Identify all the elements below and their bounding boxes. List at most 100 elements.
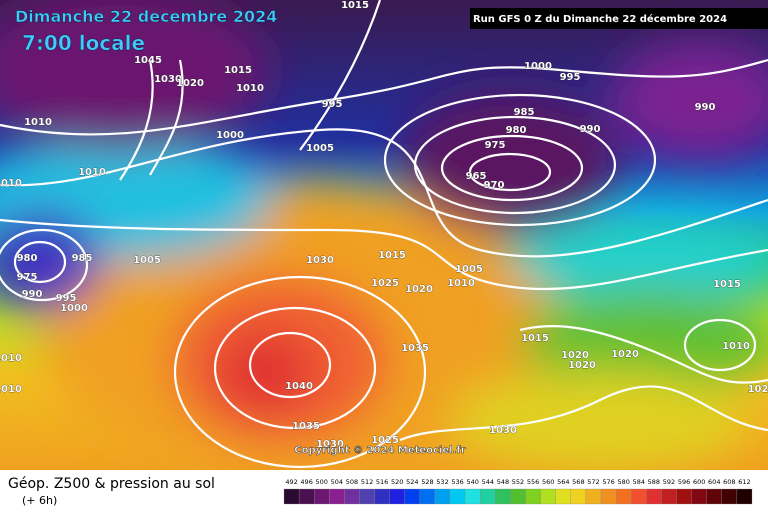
isobar-label: 1000 xyxy=(60,303,88,314)
isobar-label: 1020 xyxy=(611,349,639,360)
isobar-label: 1010 xyxy=(0,353,22,364)
isobar-label: 1015 xyxy=(224,65,252,76)
legend-label: 496 xyxy=(300,478,312,486)
legend-swatch xyxy=(389,488,405,505)
legend-label: 604 xyxy=(708,478,720,486)
isobar-label: 102 xyxy=(748,384,768,395)
isobar-label: 1015 xyxy=(713,279,741,290)
legend-swatch xyxy=(615,488,632,505)
legend-label: 568 xyxy=(572,478,584,486)
isobar-label: 1010 xyxy=(78,167,106,178)
date-title: Dimanche 22 decembre 2024 xyxy=(15,7,277,26)
legend-swatch xyxy=(314,488,330,505)
legend-swatch xyxy=(555,488,571,505)
legend-label: 508 xyxy=(346,478,358,486)
isobar-label: 1030 xyxy=(306,255,334,266)
isobar-label: 1020 xyxy=(568,360,596,371)
isobar-label: 1000 xyxy=(524,61,552,72)
legend-label: 600 xyxy=(693,478,705,486)
isobar-label: 1035 xyxy=(292,421,320,432)
isobar-label: 1010 xyxy=(447,278,475,289)
legend-swatch xyxy=(585,488,602,505)
isobar-label: 1005 xyxy=(133,255,161,266)
legend-swatch xyxy=(646,488,662,505)
legend-label: 504 xyxy=(331,478,343,486)
isobar-label: 990 xyxy=(22,289,43,300)
legend-label: 588 xyxy=(648,478,660,486)
legend-swatch xyxy=(676,488,692,505)
isobar-label: 1030 xyxy=(154,74,182,85)
isobar-labels: 1015101010101045103010201015101010001010… xyxy=(0,0,768,450)
isobar-label: 1020 xyxy=(405,284,433,295)
isobar-label: 995 xyxy=(560,72,581,83)
isobar-label: 1040 xyxy=(285,381,313,392)
isobar-label: 1030 xyxy=(316,439,344,450)
legend-swatch xyxy=(419,488,436,505)
legend-swatch xyxy=(525,488,541,505)
legend-swatch xyxy=(540,488,556,505)
isobar-label: 975 xyxy=(485,140,506,151)
isobar-label: 1010 xyxy=(0,178,22,189)
isobar-label: 1010 xyxy=(0,384,22,395)
footer-title: Géop. Z500 & pression au sol xyxy=(8,476,215,492)
isobar-label: 965 xyxy=(466,171,487,182)
legend-swatch xyxy=(600,488,617,505)
isobar-label: 1020 xyxy=(176,78,204,89)
isobar-label: 990 xyxy=(580,124,601,135)
legend-swatch xyxy=(721,488,738,505)
legend-label: 548 xyxy=(497,478,509,486)
isobars xyxy=(0,0,768,467)
isobar-label: 1005 xyxy=(306,143,334,154)
legend-swatch xyxy=(691,488,707,505)
legend-label: 560 xyxy=(542,478,554,486)
color-legend: 492 496 500 504 508 512 516 520 524 528 532 536 540 5… xyxy=(283,478,753,505)
isobar-label: 970 xyxy=(484,180,505,191)
legend-swatch xyxy=(631,488,647,505)
legend-swatch xyxy=(706,488,722,505)
legend-label: 564 xyxy=(557,478,569,486)
legend-swatch xyxy=(736,488,753,505)
legend-label: 528 xyxy=(421,478,433,486)
isobar-label: 1005 xyxy=(455,264,483,275)
time-title: 7:00 locale xyxy=(22,31,145,55)
legend-swatch xyxy=(480,488,496,505)
legend-label: 540 xyxy=(466,478,478,486)
legend-swatch xyxy=(329,488,345,505)
isobar-label: 975 xyxy=(17,272,38,283)
isobar-label: 1020 xyxy=(561,350,589,361)
isobar-label: 1030 xyxy=(489,425,517,436)
legend-label: 532 xyxy=(436,478,448,486)
map-background xyxy=(0,0,768,480)
isobar-label: 1010 xyxy=(236,83,264,94)
isobar-label: 980 xyxy=(17,253,38,264)
isobar-label: 1025 xyxy=(371,435,399,446)
footer-step: (+ 6h) xyxy=(22,494,57,507)
isobar-label: 985 xyxy=(72,253,93,264)
legend-label: 576 xyxy=(602,478,614,486)
legend-label: 524 xyxy=(406,478,418,486)
isobar-label: 995 xyxy=(322,99,343,110)
legend-swatch xyxy=(510,488,526,505)
isobar-label: 1015 xyxy=(521,333,549,344)
legend-label: 596 xyxy=(678,478,690,486)
isobar-label: 1010 xyxy=(722,341,750,352)
copyright: Copyright © 2024 Meteociel.fr xyxy=(294,445,465,456)
legend-label: 552 xyxy=(512,478,524,486)
legend-swatch xyxy=(283,488,300,505)
legend-swatch xyxy=(434,488,451,505)
legend-swatch xyxy=(449,488,466,505)
isobar-label: 1000 xyxy=(216,130,244,141)
isobar-label: 995 xyxy=(56,293,77,304)
legend-swatch xyxy=(404,488,421,505)
isobar-label: 1010 xyxy=(24,117,52,128)
isobar-label: 985 xyxy=(514,107,535,118)
legend-swatch xyxy=(465,488,481,505)
isobar-label: 990 xyxy=(695,102,716,113)
legend-label: 500 xyxy=(316,478,328,486)
legend-swatch xyxy=(298,488,315,505)
legend-label: 492 xyxy=(285,478,297,486)
legend-swatch xyxy=(661,488,677,505)
legend-swatch xyxy=(344,488,360,505)
run-box xyxy=(470,8,768,29)
